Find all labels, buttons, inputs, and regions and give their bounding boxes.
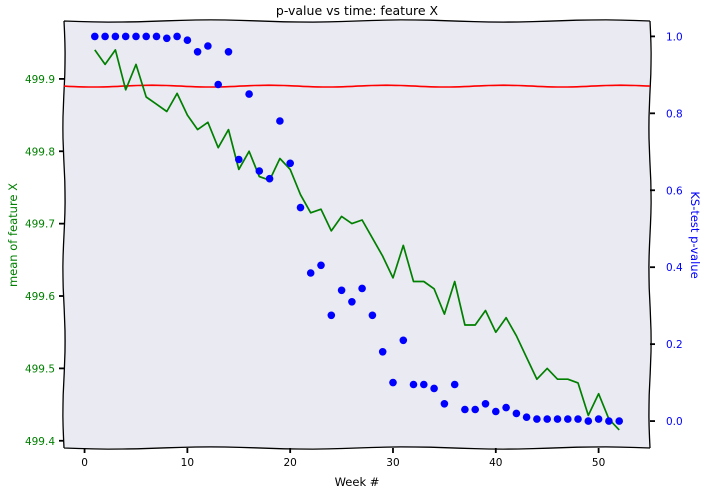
right-y-tick-label: 0.8 bbox=[666, 108, 683, 120]
p-value-point bbox=[605, 417, 613, 425]
p-value-point bbox=[533, 415, 541, 423]
p-value-point bbox=[584, 417, 593, 425]
series-layer bbox=[63, 32, 651, 431]
left-y-tick-label: 499.4 bbox=[25, 436, 55, 448]
left-y-tick-label: 499.8 bbox=[25, 146, 55, 158]
p-value-point bbox=[368, 311, 377, 320]
x-tick-label: 30 bbox=[386, 457, 399, 469]
plot-background bbox=[64, 21, 650, 448]
p-value-point bbox=[327, 311, 336, 320]
p-value-point bbox=[481, 400, 490, 408]
chart-title: p-value vs time: feature X bbox=[276, 3, 439, 18]
p-value-point bbox=[399, 336, 408, 345]
p-value-point bbox=[337, 286, 346, 295]
p-value-point bbox=[543, 415, 551, 423]
p-value-point bbox=[173, 32, 181, 41]
right-y-tick-label: 0.4 bbox=[666, 262, 683, 274]
p-value-point bbox=[265, 174, 274, 183]
p-value-point bbox=[389, 378, 397, 387]
p-value-point bbox=[564, 415, 572, 423]
p-value-point bbox=[111, 32, 120, 41]
left-y-axis-title: mean of feature X bbox=[6, 183, 20, 287]
p-value-point bbox=[450, 380, 459, 389]
right-y-tick-label: 0.0 bbox=[666, 416, 683, 428]
left-y-axis: 499.4 499.5 499.6 499.7 499.8 499.9 bbox=[25, 74, 64, 448]
p-value-point bbox=[245, 90, 253, 98]
p-value-point bbox=[121, 32, 130, 41]
x-axis-title: Week # bbox=[335, 475, 380, 489]
x-tick-label: 50 bbox=[592, 457, 605, 469]
p-value-point bbox=[378, 348, 387, 356]
p-value-point bbox=[276, 117, 284, 125]
p-value-point bbox=[286, 159, 295, 168]
x-tick-label: 40 bbox=[489, 457, 502, 469]
x-axis: 0 10 20 30 40 50 bbox=[81, 448, 605, 469]
p-value-point bbox=[255, 167, 264, 175]
p-value-point bbox=[358, 284, 366, 293]
right-y-tick-label: 0.6 bbox=[666, 185, 683, 197]
p-value-point bbox=[163, 34, 171, 43]
p-value-point bbox=[317, 261, 325, 270]
p-value-point bbox=[420, 380, 428, 389]
p-value-point bbox=[142, 32, 150, 41]
p-value-point bbox=[409, 380, 418, 389]
p-value-point bbox=[461, 405, 469, 414]
left-y-tick-label: 499.5 bbox=[25, 363, 55, 375]
p-value-point bbox=[224, 48, 233, 56]
p-value-point bbox=[471, 405, 480, 414]
mean-line bbox=[94, 49, 620, 431]
p-value-point bbox=[440, 400, 449, 408]
p-value-point bbox=[594, 415, 603, 423]
x-tick-label: 0 bbox=[81, 457, 88, 469]
p-value-point bbox=[296, 203, 305, 212]
right-y-tick-label: 1.0 bbox=[666, 31, 683, 43]
p-value-point bbox=[183, 36, 192, 44]
p-value-point bbox=[306, 269, 315, 277]
p-value-point bbox=[214, 80, 222, 89]
x-tick-label: 20 bbox=[283, 457, 296, 469]
right-y-tick-label: 0.2 bbox=[666, 339, 683, 351]
p-value-point bbox=[574, 415, 582, 423]
p-value-point bbox=[193, 48, 202, 56]
p-value-point bbox=[348, 298, 356, 306]
x-tick-label: 10 bbox=[181, 457, 194, 469]
left-y-tick-label: 499.6 bbox=[25, 291, 55, 303]
right-y-axis: 0.0 0.2 0.4 0.6 0.8 1.0 bbox=[650, 31, 683, 428]
right-y-axis-title: KS-test p-value bbox=[688, 191, 702, 278]
p-value-point bbox=[132, 32, 140, 41]
p-value-point bbox=[101, 32, 109, 41]
p-value-point bbox=[492, 407, 500, 416]
left-y-tick-label: 499.7 bbox=[25, 219, 55, 231]
p-value-point bbox=[553, 415, 562, 423]
p-value-point bbox=[430, 384, 438, 393]
left-y-tick-label: 499.9 bbox=[25, 74, 55, 86]
p-value-point bbox=[615, 417, 623, 425]
p-value-point bbox=[91, 32, 99, 41]
p-value-point bbox=[502, 403, 510, 412]
p-value-point bbox=[512, 409, 521, 418]
plot-frame bbox=[62, 19, 652, 450]
p-value-point bbox=[204, 42, 212, 50]
p-value-point bbox=[235, 155, 243, 164]
p-value-point bbox=[522, 413, 531, 422]
reference-line bbox=[63, 84, 651, 88]
p-value-point bbox=[152, 32, 161, 41]
